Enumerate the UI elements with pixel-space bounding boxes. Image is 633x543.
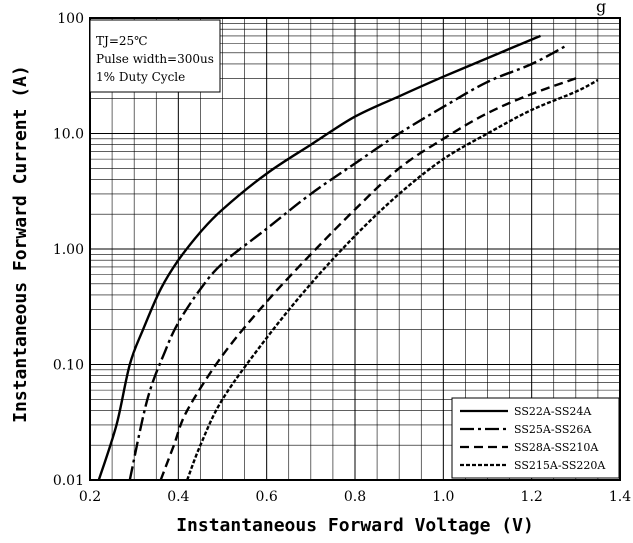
plot-frame [89,17,621,481]
condition-text-2: Pulse width=300us [96,52,214,66]
x-tick-label: 0.4 [167,489,189,505]
series-line-ss215a-ss220a [186,79,599,481]
x-tick-label: 0.8 [344,489,366,505]
series-line-ss28a-ss210a [159,77,577,481]
conditions-box-frame [89,19,221,93]
tick-labels: 0.2 0.4 0.6 0.8 1.0 1.2 1.4 0.01 0.10 1.00 10.0 100 [53,11,631,505]
y-tick-label: 100 [57,11,84,27]
series-lines [97,34,599,481]
legend-label: SS25A-SS26A [514,423,592,436]
y-tick-label: 0.10 [53,358,84,374]
y-axis-title: Instantaneous Forward Current (A) [10,65,31,423]
x-tick-label: 1.0 [432,489,454,505]
legend: SS22A-SS24A SS25A-SS26A SS28A-SS210A SS215A… [451,397,620,479]
condition-text-1: TJ=25℃ [96,34,148,48]
y-tick-label: 1.00 [53,242,84,258]
series-line-ss25a-ss26a [128,44,568,481]
y-tick-label: 10.0 [53,127,84,143]
x-tick-label: 1.2 [521,489,543,505]
chart-title-fragment: g [596,0,606,16]
legend-label: SS215A-SS220A [514,459,606,472]
legend-label: SS28A-SS210A [514,441,599,454]
series-line-ss22a-ss24a [97,34,541,481]
condition-text-3: 1% Duty Cycle [96,70,185,84]
legend-label: SS22A-SS24A [514,405,592,418]
x-tick-label: 0.2 [79,489,101,505]
conditions-box: TJ=25℃ Pulse width=300us 1% Duty Cycle [89,19,221,93]
x-tick-label: 0.6 [256,489,278,505]
y-tick-label: 0.01 [53,473,84,489]
x-tick-label: 1.4 [609,489,631,505]
x-axis-title: Instantaneous Forward Voltage (V) [176,515,534,536]
